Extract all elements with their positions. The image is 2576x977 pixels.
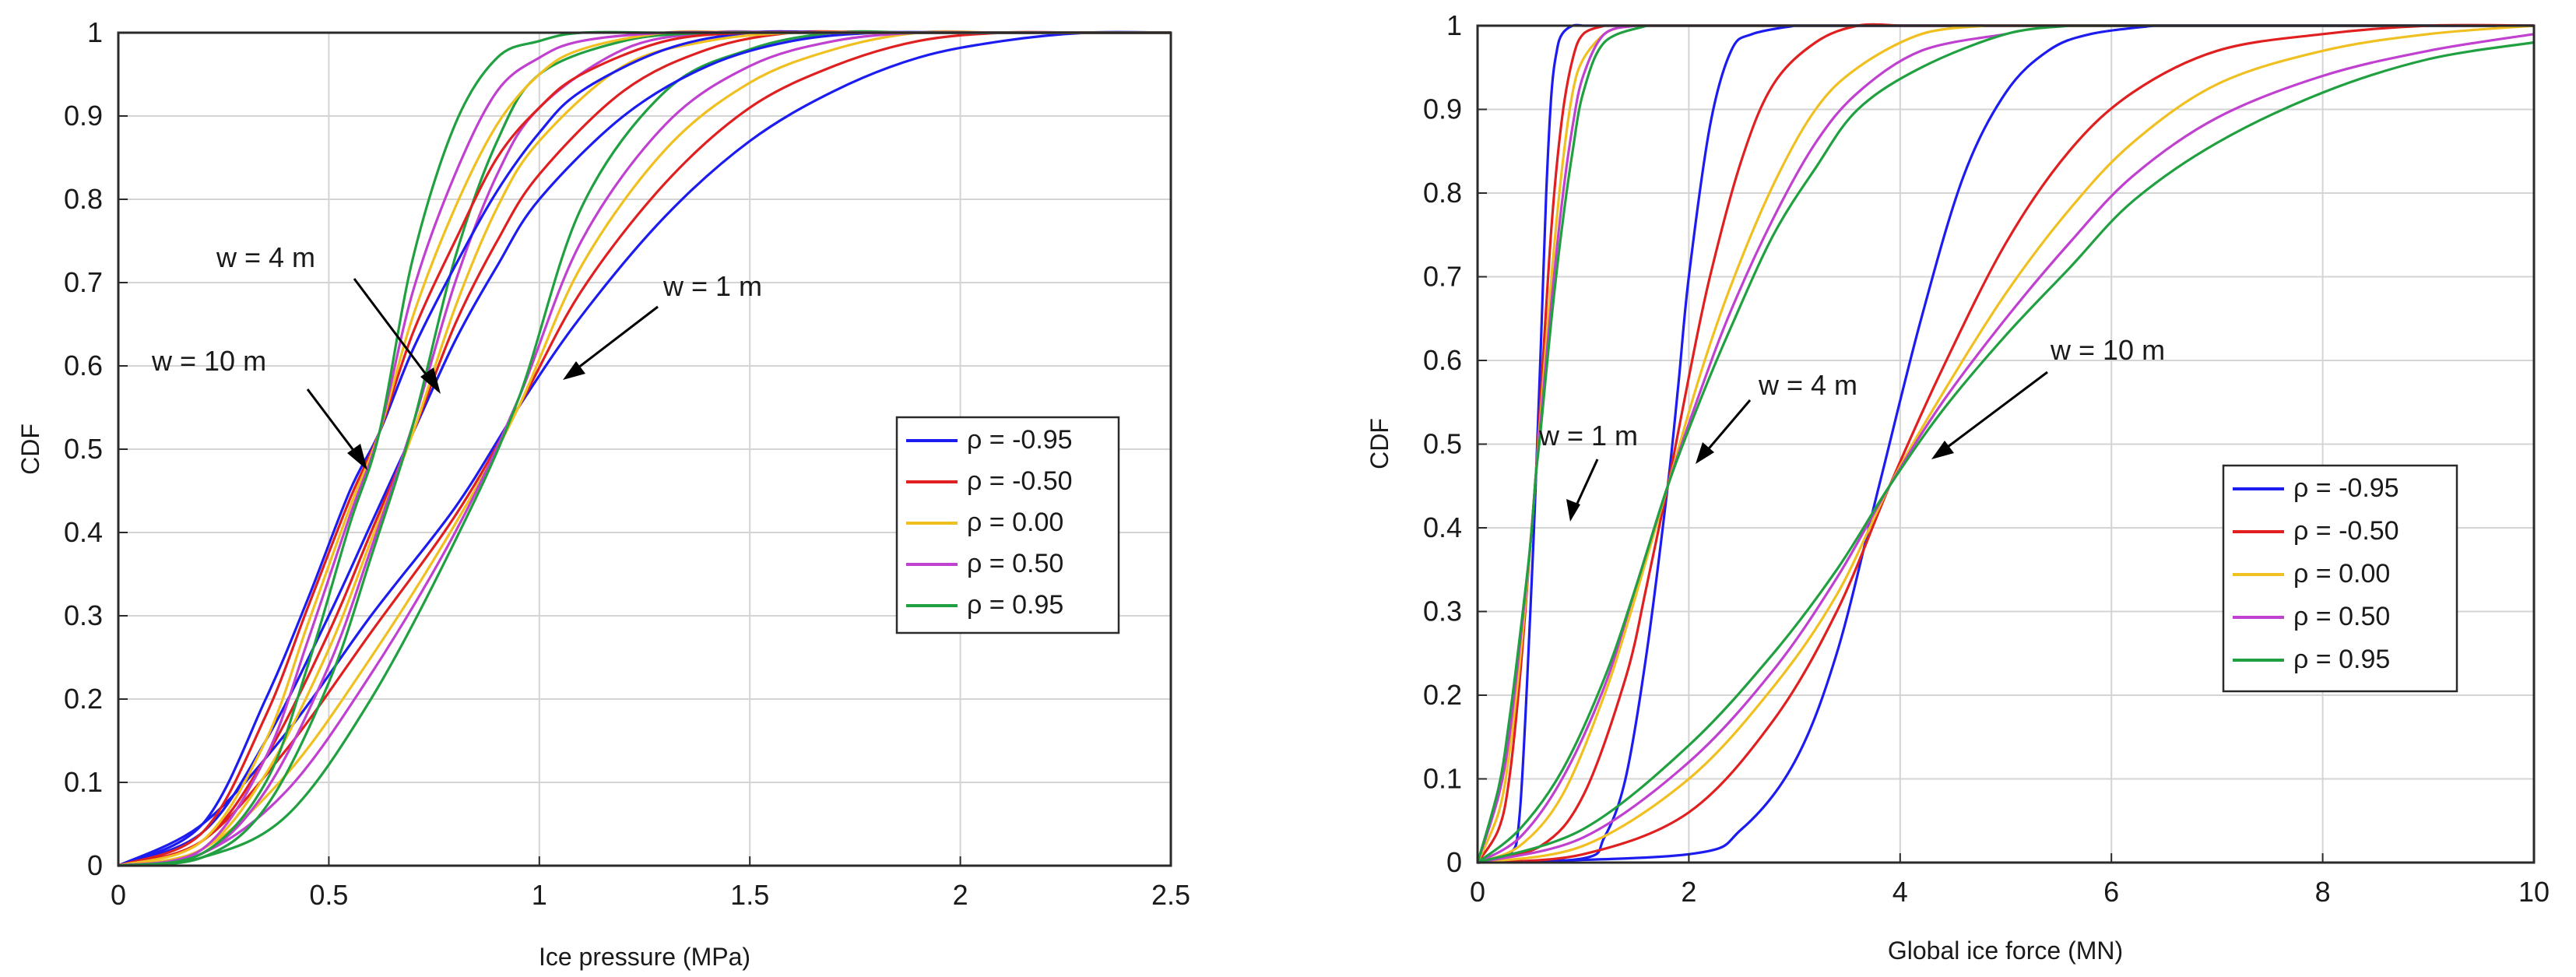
series-line-yellow-w10m	[1477, 24, 2535, 864]
left-chart-panel: 0 0.5 1 1.5 2 2.5 0 0.1 0.2 0.3 0.4 0.5 0.6 0.7 0.8 0.…	[16, 16, 1190, 971]
series-line-red-w10m	[1477, 23, 2535, 864]
y-tick-label: 0.8	[1423, 177, 1462, 209]
series-line-red-w1m	[118, 30, 1171, 867]
right-chart-x-ticks: 0 2 4 6 8 10	[1470, 853, 2550, 908]
y-tick-label: 0.5	[64, 433, 103, 465]
right-legend-box	[2222, 464, 2458, 693]
legend-label: ρ = 0.50	[2293, 602, 2390, 631]
x-tick-label: 2	[1681, 876, 1696, 908]
x-tick-label: 8	[2315, 876, 2331, 908]
y-tick-label: 0.7	[64, 266, 103, 298]
series-line-blue-w10m	[1477, 24, 2534, 864]
annotation-arrowhead-w10-right	[1931, 441, 1954, 459]
series-line-green-w10m	[1477, 40, 2535, 864]
annotation-arrow-w1-left	[568, 305, 659, 377]
x-tick-label: 1.5	[730, 879, 769, 911]
x-tick-label: 2	[953, 879, 968, 911]
y-tick-label: 0.1	[64, 766, 103, 798]
legend-label: ρ = 0.00	[967, 508, 1063, 537]
left-chart-ylabel: CDF	[16, 423, 44, 475]
annotation-w10-left: w = 10 m	[151, 345, 266, 377]
x-tick-label: 0	[1470, 876, 1485, 908]
y-tick-label: 0.6	[64, 350, 103, 381]
annotation-w4-right: w = 4 m	[1758, 369, 1857, 401]
series-line-yellow-w4m	[1477, 24, 2534, 864]
annotation-arrow-w10-right	[1938, 371, 2048, 455]
y-tick-label: 0.4	[1423, 511, 1462, 543]
x-tick-label: 0	[111, 879, 126, 911]
legend-label: ρ = -0.50	[2293, 516, 2399, 546]
right-chart-ylabel: CDF	[1365, 418, 1393, 469]
y-tick-label: 0.5	[1423, 428, 1462, 460]
x-tick-label: 1	[532, 879, 547, 911]
annotation-arrow-w4-left	[353, 278, 440, 392]
y-tick-label: 0	[87, 849, 103, 881]
annotation-arrowhead-w1-right	[1566, 499, 1580, 522]
x-tick-label: 4	[1892, 876, 1908, 908]
series-line-magenta-w10m	[1477, 33, 2535, 864]
y-tick-label: 0.8	[64, 183, 103, 215]
series-line-green-w1m	[1476, 24, 2534, 863]
x-tick-label: 2.5	[1151, 879, 1190, 911]
annotation-arrowhead-w1-left	[563, 361, 585, 380]
right-chart-curves	[1476, 23, 2535, 864]
annotation-arrowhead-w10-left	[347, 444, 367, 470]
x-tick-label: 10	[2518, 876, 2550, 908]
annotation-arrowhead-w4-left	[420, 367, 441, 394]
y-tick-label: 1	[1446, 9, 1462, 41]
y-tick-label: 0.3	[1423, 596, 1462, 627]
y-tick-label: 0.9	[64, 100, 103, 132]
y-tick-label: 0.1	[1423, 763, 1462, 795]
right-chart-xlabel: Global ice force (MN)	[1888, 937, 2123, 965]
annotation-w10-right: w = 10 m	[2050, 334, 2165, 366]
series-line-magenta-w4m	[1477, 33, 2006, 864]
y-tick-label: 0.4	[64, 516, 103, 548]
series-line-red-w10m	[118, 30, 1171, 867]
y-tick-label: 0.2	[1423, 679, 1462, 711]
legend-label: ρ = 0.50	[967, 549, 1063, 578]
left-chart-y-ticks: 0 0.1 0.2 0.3 0.4 0.5 0.6 0.7 0.8 0.9 1	[64, 16, 128, 881]
right-chart-y-ticks: 0 0.1 0.2 0.3 0.4 0.5 0.6 0.7 0.8 0.9 1	[1423, 9, 1487, 878]
x-tick-label: 0.5	[309, 879, 348, 911]
y-tick-label: 0.2	[64, 683, 103, 715]
legend-label: ρ = 0.00	[2293, 559, 2390, 589]
series-line-green-w4m	[1477, 24, 2534, 864]
y-tick-label: 0.7	[1423, 261, 1462, 293]
series-line-red-w4m	[1477, 23, 2534, 864]
y-tick-label: 0	[1446, 846, 1462, 878]
left-chart-legend: ρ = -0.95 ρ = -0.50 ρ = 0.00 ρ = 0.50 ρ = 0.…	[895, 416, 1120, 634]
legend-label: ρ = 0.95	[2293, 645, 2390, 674]
y-tick-label: 1	[87, 16, 103, 48]
left-legend-box	[895, 416, 1120, 634]
annotation-w1-left: w = 1 m	[662, 270, 762, 302]
left-chart-xlabel: Ice pressure (MPa)	[539, 943, 750, 971]
legend-label: ρ = 0.95	[967, 590, 1063, 620]
legend-label: ρ = -0.95	[2293, 473, 2399, 503]
y-tick-label: 0.9	[1423, 93, 1462, 125]
series-line-blue-w1m	[1477, 23, 2534, 864]
y-tick-label: 0.3	[64, 599, 103, 631]
annotation-w1-right: w = 1 m	[1538, 420, 1638, 452]
series-line-blue-w10m	[118, 30, 1171, 867]
y-tick-label: 0.6	[1423, 344, 1462, 376]
left-chart-x-ticks: 0 0.5 1 1.5 2 2.5	[111, 856, 1190, 911]
right-chart-panel: 0 2 4 6 8 10 0 0.1 0.2 0.3 0.4 0.5 0.6 0.7 0.8 0.9 1 Gl…	[1365, 9, 2550, 965]
annotation-arrowhead-w4-right	[1696, 442, 1714, 464]
right-chart-legend: ρ = -0.95 ρ = -0.50 ρ = 0.00 ρ = 0.50 ρ = 0.…	[2222, 464, 2458, 693]
annotation-w4-left: w = 4 m	[216, 241, 315, 273]
x-tick-label: 6	[2103, 876, 2119, 908]
legend-label: ρ = -0.95	[967, 425, 1073, 455]
legend-label: ρ = -0.50	[967, 466, 1073, 496]
